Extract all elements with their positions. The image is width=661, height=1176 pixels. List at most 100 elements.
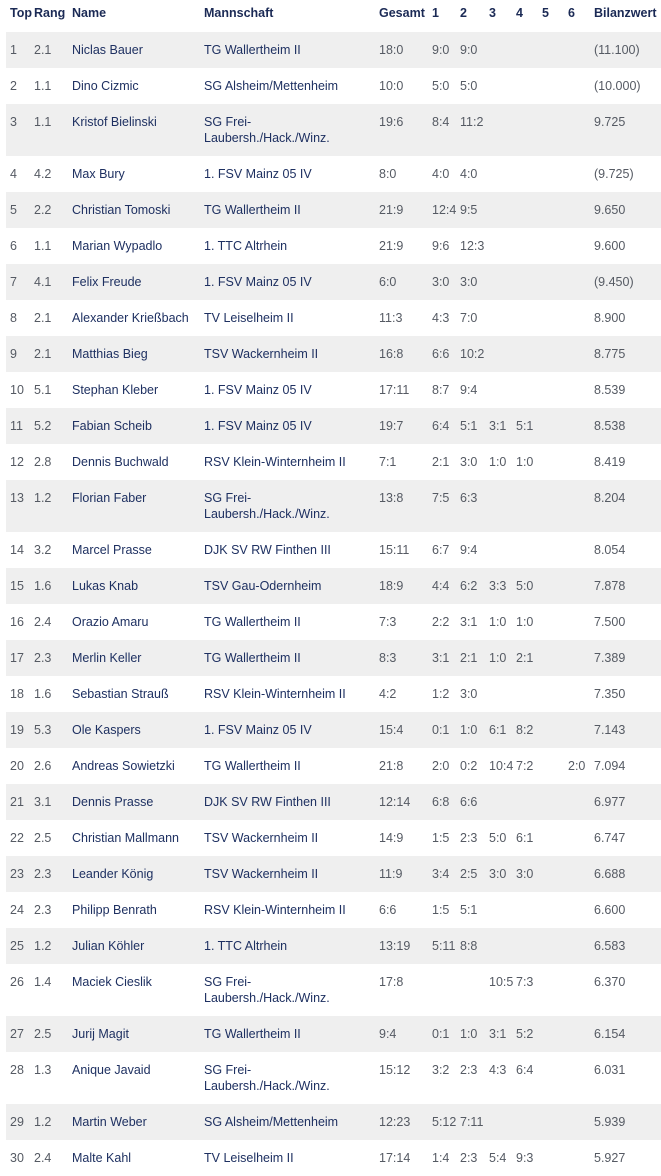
column-header-set-5[interactable]: 5 — [542, 6, 549, 20]
cell-name[interactable]: Kristof Bielinski — [72, 104, 204, 156]
team-link[interactable]: SG Alsheim/Mettenheim — [204, 1115, 339, 1129]
cell-name[interactable]: Marian Wypadlo — [72, 239, 163, 253]
cell-name[interactable]: Andreas Sowietzki — [72, 759, 175, 773]
team-link[interactable]: TSV Wackernheim II — [204, 867, 319, 881]
cell-team[interactable]: SG Frei-Laubersh./Hack./Winz. — [204, 964, 379, 1016]
team-link[interactable]: 1. FSV Mainz 05 IV — [204, 383, 312, 397]
team-link[interactable]: TG Wallertheim II — [204, 651, 301, 665]
column-header-name[interactable]: Name — [72, 6, 107, 20]
column-header-set-2[interactable]: 2 — [460, 6, 467, 20]
cell-team[interactable]: TSV Gau-Odernheim — [204, 568, 379, 604]
team-link[interactable]: TG Wallertheim II — [204, 43, 301, 57]
cell-name[interactable]: Marcel Prasse — [72, 543, 152, 557]
column-header-set-6[interactable]: 6 — [568, 6, 575, 20]
cell-name[interactable]: Merlin Keller — [72, 640, 204, 676]
cell-name[interactable]: Stephan Kleber — [72, 383, 159, 397]
cell-team[interactable]: TG Wallertheim II — [204, 748, 379, 784]
cell-name[interactable]: Dino Cizmic — [72, 79, 139, 93]
team-link[interactable]: DJK SV RW Finthen III — [204, 795, 331, 809]
cell-team[interactable]: SG Alsheim/Mettenheim — [204, 68, 379, 104]
cell-team[interactable]: SG Frei-Laubersh./Hack./Winz. — [204, 1052, 379, 1104]
cell-team[interactable]: RSV Klein-Winternheim II — [204, 676, 379, 712]
cell-name[interactable]: Max Bury — [72, 167, 125, 181]
team-link[interactable]: TSV Wackernheim II — [204, 831, 319, 845]
cell-name[interactable]: Anique Javaid — [72, 1063, 151, 1077]
team-link[interactable]: 1. FSV Mainz 05 IV — [204, 167, 312, 181]
team-link[interactable]: 1. TTC Altrhein — [204, 239, 288, 253]
cell-name[interactable]: Sebastian Strauß — [72, 687, 169, 701]
team-link[interactable]: SG Alsheim/Mettenheim — [204, 79, 339, 93]
team-link[interactable]: 1. FSV Mainz 05 IV — [204, 419, 312, 433]
cell-team[interactable]: TSV Wackernheim II — [204, 336, 379, 372]
team-link[interactable]: SG Frei-Laubersh./Hack./Winz. — [204, 115, 330, 145]
cell-name[interactable]: Jurij Magit — [72, 1016, 204, 1052]
cell-team[interactable]: 1. TTC Altrhein — [204, 228, 379, 264]
cell-name[interactable]: Fabian Scheib — [72, 408, 204, 444]
cell-team[interactable]: DJK SV RW Finthen III — [204, 532, 379, 568]
cell-team[interactable]: 1. FSV Mainz 05 IV — [204, 408, 379, 444]
team-link[interactable]: TSV Gau-Odernheim — [204, 579, 322, 593]
cell-name[interactable]: Christian Mallmann — [72, 831, 179, 845]
team-link[interactable]: RSV Klein-Winternheim II — [204, 455, 346, 469]
cell-name[interactable]: Dennis Buchwald — [72, 455, 169, 469]
team-link[interactable]: TG Wallertheim II — [204, 615, 301, 629]
team-link[interactable]: 1. FSV Mainz 05 IV — [204, 723, 312, 737]
cell-team[interactable]: TG Wallertheim II — [204, 1016, 379, 1052]
cell-team[interactable]: 1. FSV Mainz 05 IV — [204, 156, 379, 192]
cell-team[interactable]: 1. FSV Mainz 05 IV — [204, 264, 379, 300]
column-header-set-1[interactable]: 1 — [432, 6, 439, 20]
cell-team[interactable]: TSV Wackernheim II — [204, 820, 379, 856]
team-link[interactable]: TG Wallertheim II — [204, 203, 301, 217]
cell-team[interactable]: DJK SV RW Finthen III — [204, 784, 379, 820]
column-header-gesamt[interactable]: Gesamt — [379, 6, 425, 20]
cell-team[interactable]: TV Leiselheim II — [204, 1140, 379, 1176]
cell-name[interactable]: Lukas Knab — [72, 568, 204, 604]
team-link[interactable]: DJK SV RW Finthen III — [204, 543, 331, 557]
cell-name[interactable]: Dennis Prasse — [72, 784, 204, 820]
team-link[interactable]: SG Frei-Laubersh./Hack./Winz. — [204, 1063, 330, 1093]
team-link[interactable]: TG Wallertheim II — [204, 759, 301, 773]
cell-name[interactable]: Ole Kaspers — [72, 712, 204, 748]
cell-team[interactable]: RSV Klein-Winternheim II — [204, 444, 379, 480]
cell-name[interactable]: Maciek Cieslik — [72, 975, 152, 989]
cell-team[interactable]: TSV Wackernheim II — [204, 856, 379, 892]
cell-name[interactable]: Alexander Krießbach — [72, 311, 189, 325]
cell-team[interactable]: TG Wallertheim II — [204, 604, 379, 640]
cell-team[interactable]: SG Frei-Laubersh./Hack./Winz. — [204, 104, 379, 156]
cell-name[interactable]: Felix Freude — [72, 264, 204, 300]
team-link[interactable]: TV Leiselheim II — [204, 1151, 294, 1165]
cell-name[interactable]: Malte Kahl — [72, 1151, 132, 1165]
cell-name[interactable]: Philipp Benrath — [72, 903, 157, 917]
cell-name[interactable]: Orazio Amaru — [72, 615, 149, 629]
cell-team[interactable]: SG Frei-Laubersh./Hack./Winz. — [204, 480, 379, 532]
cell-team[interactable]: 1. FSV Mainz 05 IV — [204, 712, 379, 748]
column-header-set-4[interactable]: 4 — [516, 6, 523, 20]
cell-team[interactable]: TG Wallertheim II — [204, 640, 379, 676]
cell-team[interactable]: TG Wallertheim II — [204, 32, 379, 68]
column-header-top[interactable]: Top — [10, 6, 32, 20]
cell-name[interactable]: Leander König — [72, 856, 204, 892]
team-link[interactable]: 1. FSV Mainz 05 IV — [204, 275, 312, 289]
cell-name[interactable]: Julian Köhler — [72, 928, 204, 964]
cell-team[interactable]: RSV Klein-Winternheim II — [204, 892, 379, 928]
team-link[interactable]: SG Frei-Laubersh./Hack./Winz. — [204, 491, 330, 521]
cell-name[interactable]: Florian Faber — [72, 480, 204, 532]
team-link[interactable]: TSV Wackernheim II — [204, 347, 319, 361]
cell-team[interactable]: 1. TTC Altrhein — [204, 928, 379, 964]
cell-name[interactable]: Matthias Bieg — [72, 336, 204, 372]
column-header-team[interactable]: Mannschaft — [204, 6, 274, 20]
cell-name[interactable]: Martin Weber — [72, 1104, 204, 1140]
cell-name[interactable]: Niclas Bauer — [72, 32, 204, 68]
cell-team[interactable]: SG Alsheim/Mettenheim — [204, 1104, 379, 1140]
team-link[interactable]: 1. TTC Altrhein — [204, 939, 288, 953]
cell-name[interactable]: Christian Tomoski — [72, 192, 204, 228]
column-header-set-3[interactable]: 3 — [489, 6, 496, 20]
cell-team[interactable]: TG Wallertheim II — [204, 192, 379, 228]
column-header-rang[interactable]: Rang — [34, 6, 66, 20]
cell-team[interactable]: 1. FSV Mainz 05 IV — [204, 372, 379, 408]
team-link[interactable]: SG Frei-Laubersh./Hack./Winz. — [204, 975, 330, 1005]
team-link[interactable]: TG Wallertheim II — [204, 1027, 301, 1041]
team-link[interactable]: TV Leiselheim II — [204, 311, 294, 325]
cell-team[interactable]: TV Leiselheim II — [204, 300, 379, 336]
team-link[interactable]: RSV Klein-Winternheim II — [204, 903, 346, 917]
